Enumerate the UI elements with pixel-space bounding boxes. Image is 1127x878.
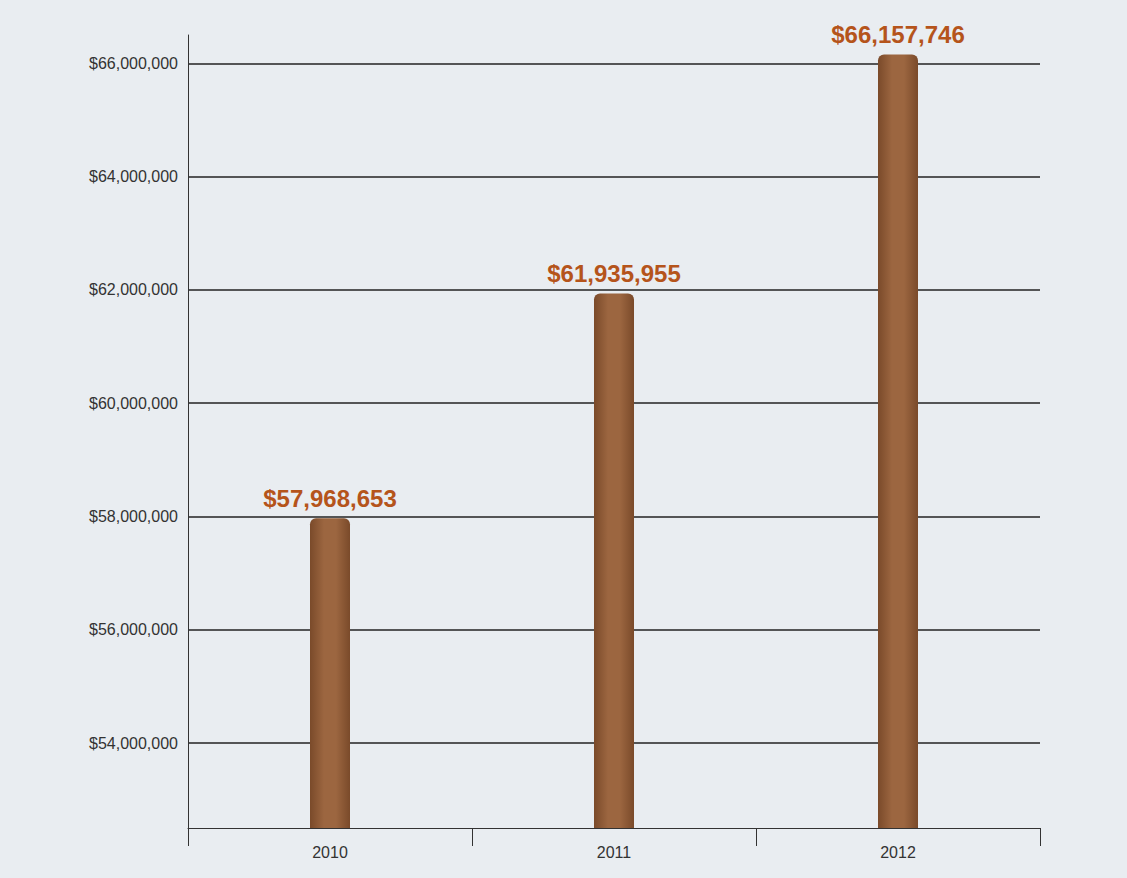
svg-text:$56,000,000: $56,000,000	[89, 621, 178, 638]
svg-text:$58,000,000: $58,000,000	[89, 508, 178, 525]
svg-text:2011: 2011	[597, 844, 632, 861]
svg-text:2010: 2010	[312, 844, 348, 861]
svg-text:$66,157,746: $66,157,746	[831, 21, 964, 48]
svg-text:$54,000,000: $54,000,000	[89, 735, 178, 752]
svg-text:$66,000,000: $66,000,000	[89, 55, 178, 72]
svg-text:$57,968,653: $57,968,653	[263, 485, 396, 512]
svg-text:$64,000,000: $64,000,000	[89, 168, 178, 185]
svg-text:$62,000,000: $62,000,000	[89, 281, 178, 298]
svg-text:$60,000,000: $60,000,000	[89, 395, 178, 412]
svg-text:2012: 2012	[880, 844, 916, 861]
svg-text:$61,935,955: $61,935,955	[547, 260, 680, 287]
